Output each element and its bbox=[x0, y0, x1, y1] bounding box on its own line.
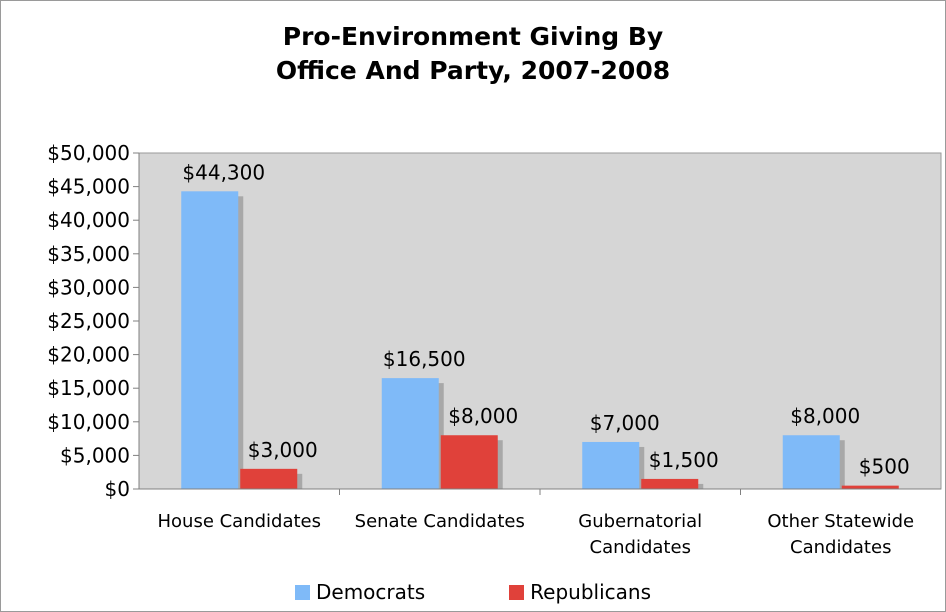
bar-democrats bbox=[782, 435, 840, 489]
y-tick-label: $10,000 bbox=[47, 410, 130, 434]
bar-republicans bbox=[440, 435, 498, 489]
data-label: $7,000 bbox=[590, 411, 660, 435]
y-tick-label: $50,000 bbox=[47, 141, 130, 165]
data-label: $16,500 bbox=[383, 347, 466, 371]
x-tick-label: Candidates bbox=[790, 537, 891, 558]
bar-republicans bbox=[641, 478, 699, 489]
chart-title-line-2: Office And Party, 2007-2008 bbox=[275, 56, 671, 85]
legend-swatch-democrats bbox=[294, 584, 310, 600]
legend-swatch-republicans bbox=[509, 584, 525, 600]
bar-democrats bbox=[181, 191, 239, 489]
data-label: $44,300 bbox=[182, 160, 265, 184]
data-label: $500 bbox=[859, 455, 910, 479]
y-tick-label: $15,000 bbox=[47, 376, 130, 400]
data-label: $3,000 bbox=[248, 438, 318, 462]
bar-republicans bbox=[240, 468, 298, 489]
x-tick-label: House Candidates bbox=[157, 511, 321, 532]
y-tick-label: $5,000 bbox=[60, 443, 130, 467]
y-tick-label: $45,000 bbox=[47, 175, 130, 199]
bar-republicans bbox=[841, 485, 899, 489]
legend-item-republicans: Republicans bbox=[509, 580, 651, 604]
legend-label-democrats: Democrats bbox=[315, 580, 426, 604]
x-tick-label: Candidates bbox=[590, 537, 691, 558]
y-tick-label: $35,000 bbox=[47, 242, 130, 266]
bar-democrats bbox=[582, 441, 640, 489]
legend-label-republicans: Republicans bbox=[530, 580, 651, 604]
chart-title: Pro-Environment Giving By Office And Par… bbox=[0, 20, 946, 88]
chart-title-line-1: Pro-Environment Giving By bbox=[282, 22, 664, 51]
data-label: $1,500 bbox=[649, 448, 719, 472]
x-tick-label: Gubernatorial bbox=[578, 511, 702, 532]
y-tick-label: $20,000 bbox=[47, 343, 130, 367]
data-label: $8,000 bbox=[448, 404, 518, 428]
y-tick-label: $40,000 bbox=[47, 208, 130, 232]
x-tick-label: Other Statewide bbox=[767, 511, 914, 532]
y-tick-label: $30,000 bbox=[47, 275, 130, 299]
data-label: $8,000 bbox=[790, 404, 860, 428]
x-tick-label: Senate Candidates bbox=[355, 511, 525, 532]
y-tick-label: $0 bbox=[105, 477, 130, 501]
plot-area bbox=[138, 152, 942, 490]
y-tick-label: $25,000 bbox=[47, 309, 130, 333]
chart-legend: Democrats Republicans bbox=[0, 580, 946, 604]
bar-democrats bbox=[381, 378, 439, 489]
legend-item-democrats: Democrats bbox=[294, 580, 426, 604]
